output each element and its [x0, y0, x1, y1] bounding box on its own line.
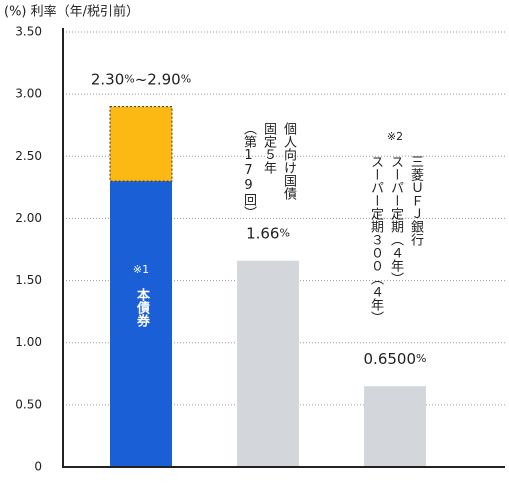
category-label: 本債券 [134, 288, 149, 327]
value-label: 2.30%~2.90% [91, 70, 191, 88]
category-label: 固定５年 [261, 122, 276, 174]
y-axis-label: (%) 利率（年/税引前） [4, 4, 139, 20]
y-tick-label: 2.00 [15, 211, 42, 225]
value-label: 0.6500% [364, 350, 427, 368]
y-tick-label: 0.50 [15, 397, 42, 411]
bar [110, 181, 172, 467]
range-bar [109, 106, 173, 182]
category-label: スーパー定期（４年） [388, 155, 403, 285]
bar [237, 260, 299, 467]
category-label: 個人向け国債 [281, 122, 296, 200]
category-note: ※2 [386, 130, 404, 143]
category-note: ※1 [132, 263, 150, 276]
y-tick-label: 3.50 [15, 25, 42, 39]
value-label: 1.66% [246, 224, 290, 242]
category-label: （第179回） [241, 122, 256, 219]
y-tick-label: 3.00 [15, 87, 42, 101]
y-tick-label: 0 [34, 460, 42, 474]
category-label: スーパー定期３００（４年） [368, 155, 383, 324]
y-tick-label: 2.50 [15, 149, 42, 163]
y-tick-label: 1.00 [15, 335, 42, 349]
y-tick-label: 1.50 [15, 273, 42, 287]
bar [364, 386, 426, 467]
category-label: 三菱ＵＦＪ銀行 [408, 155, 423, 246]
